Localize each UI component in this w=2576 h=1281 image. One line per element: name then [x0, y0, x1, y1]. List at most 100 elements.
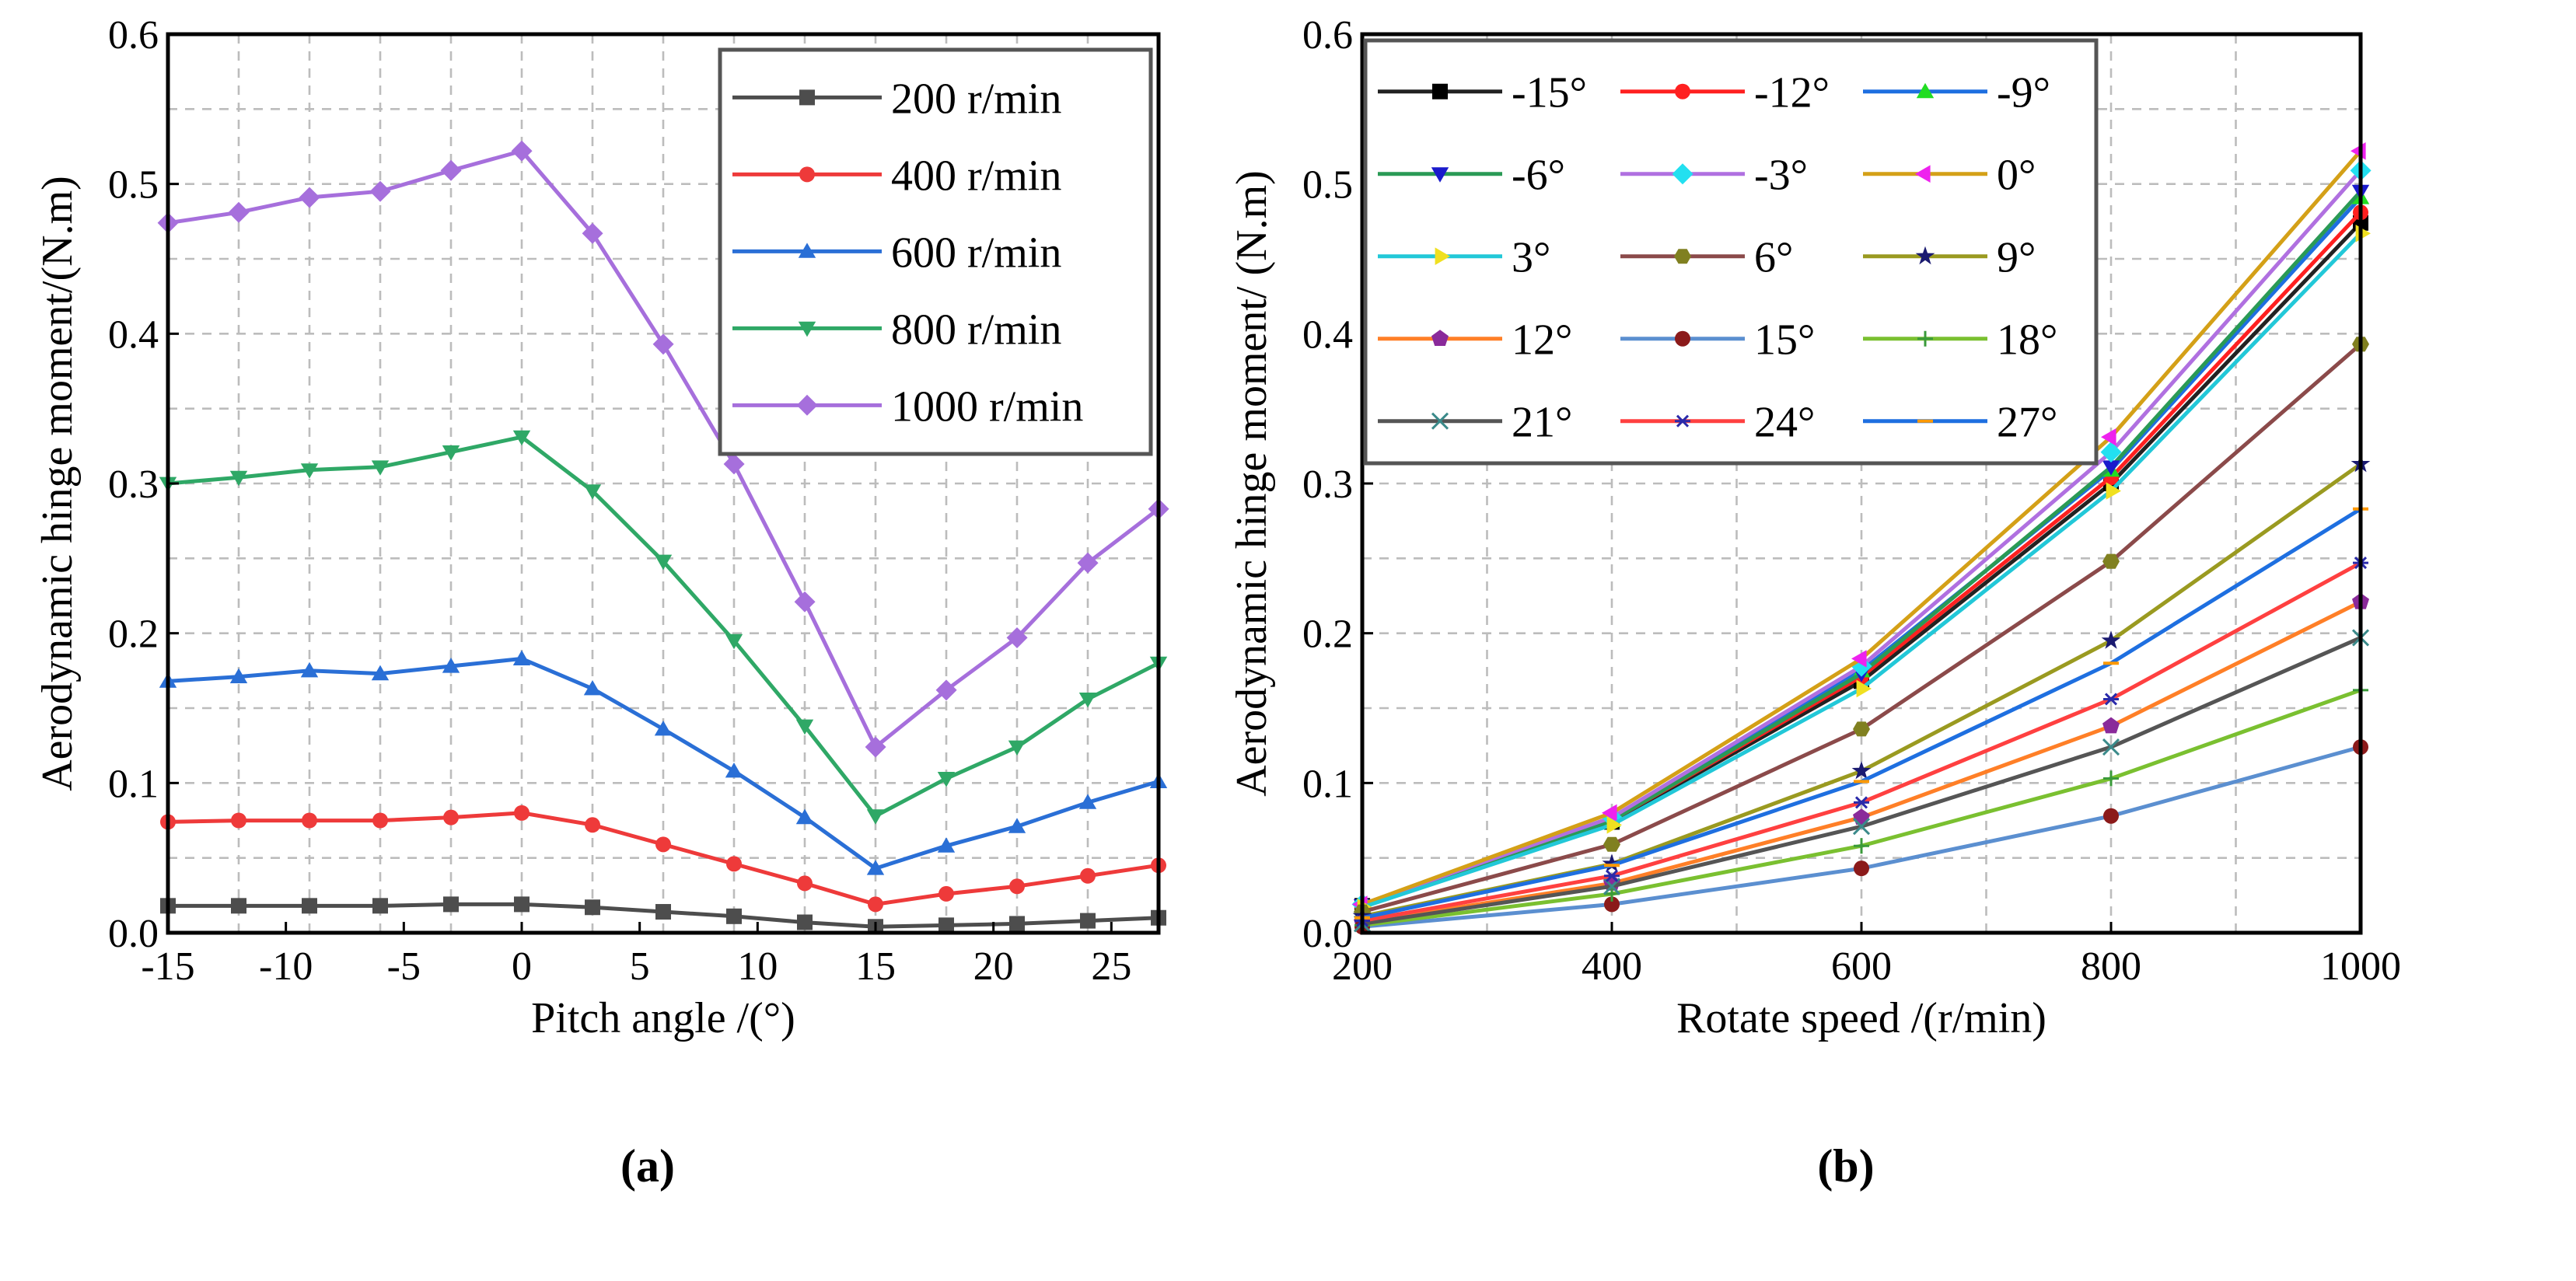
marker-circle — [726, 856, 742, 872]
marker-star — [1915, 246, 1935, 265]
legend: -15° -12° -9° -6° -3° 0° 3° 6° 9° 12° 15° 18° 21° 24°… — [1363, 38, 2099, 466]
legend-item: -6° — [1378, 152, 1565, 200]
marker-triangle-down — [300, 463, 319, 479]
marker-hexagon — [1674, 249, 1691, 264]
marker-circle — [231, 812, 246, 829]
legend-label: 21° — [1512, 399, 1572, 447]
y-tick-label: 0.6 — [108, 13, 159, 58]
y-tick-label: 0.0 — [1302, 912, 1353, 956]
marker-diamond — [1672, 163, 1693, 185]
legend-item: 600 r/min — [732, 229, 1061, 277]
legend-label: 1000 r/min — [891, 382, 1083, 431]
legend-label: 200 r/min — [891, 75, 1061, 123]
marker-diamond — [511, 140, 533, 162]
x-tick-label: 0 — [512, 944, 532, 989]
marker-triangle-down — [654, 554, 673, 571]
marker-square — [443, 896, 459, 913]
legend-item: 200 r/min — [732, 75, 1061, 123]
legend-item: 18° — [1863, 316, 2057, 365]
legend-item: 24° — [1620, 399, 1815, 447]
marker-cross — [1852, 818, 1871, 836]
marker-diamond — [723, 453, 745, 475]
marker-square — [514, 896, 530, 913]
legend-label: 0° — [1997, 152, 2036, 200]
y-tick-label: 0.6 — [1302, 13, 1353, 58]
x-tick-label: 25 — [1091, 944, 1131, 989]
legend-item: 1000 r/min — [732, 382, 1083, 431]
marker-triangle-up — [725, 763, 743, 778]
marker-triangle-up — [1916, 82, 1935, 99]
series-800rmin — [159, 430, 1168, 825]
legend-item: 27° — [1863, 399, 2057, 447]
x-tick-label: 200 — [1332, 944, 1393, 989]
marker-hexagon — [1603, 836, 1620, 852]
y-tick-label: 0.5 — [108, 163, 159, 208]
marker-circle — [1009, 878, 1025, 895]
y-tick-label: 0.3 — [108, 462, 159, 507]
marker-asterisk — [1604, 869, 1620, 882]
marker-asterisk — [2103, 693, 2119, 706]
marker-circle — [1675, 330, 1690, 347]
x-tick-label: 1000 — [2320, 944, 2401, 989]
legend-item: 6° — [1620, 234, 1793, 282]
marker-triangle-up — [442, 658, 460, 673]
marker-triangle-down — [795, 719, 814, 735]
marker-diamond — [865, 736, 886, 758]
marker-diamond — [1077, 552, 1099, 574]
panel-label: (b) — [1817, 1140, 1874, 1192]
legend-box — [1363, 38, 2099, 466]
marker-circle — [302, 812, 317, 829]
marker-square — [797, 914, 813, 930]
legend-label: 24° — [1754, 399, 1815, 447]
marker-square — [1080, 913, 1096, 929]
marker-triangle-up — [795, 808, 814, 825]
x-tick-label: 20 — [973, 944, 1014, 989]
legend-label: -3° — [1754, 152, 1808, 200]
marker-pentagon — [1431, 330, 1449, 346]
marker-circle — [797, 875, 813, 892]
marker-triangle-down — [2102, 460, 2120, 476]
x-tick-label: -15 — [141, 944, 194, 989]
marker-triangle-right — [2106, 482, 2121, 500]
y-tick-label: 0.4 — [108, 312, 159, 357]
legend-label: 600 r/min — [891, 229, 1061, 277]
legend-item: 400 r/min — [732, 152, 1061, 200]
legend-label: -12° — [1754, 69, 1830, 117]
x-axis-label: Rotate speed /(r/min) — [1676, 994, 2046, 1042]
marker-triangle-down — [1431, 167, 1449, 183]
marker-square — [799, 89, 815, 106]
marker-triangle-up — [654, 721, 673, 736]
marker-triangle-up — [937, 837, 956, 853]
marker-cross — [1431, 412, 1449, 430]
legend-label: 3° — [1512, 234, 1550, 282]
y-axis-label: Aerodynamic hinge moment/(N.m) — [33, 176, 82, 791]
y-tick-label: 0.0 — [108, 912, 159, 956]
marker-pentagon — [1853, 808, 1870, 825]
marker-triangle-left — [1851, 650, 1867, 668]
y-tick-label: 0.4 — [1302, 312, 1353, 357]
marker-square — [938, 917, 954, 934]
legend-item: -3° — [1620, 152, 1808, 200]
marker-diamond — [796, 394, 818, 416]
marker-circle — [443, 809, 459, 825]
marker-diamond — [935, 679, 957, 701]
marker-diamond — [228, 201, 250, 223]
marker-circle — [1080, 867, 1096, 884]
marker-plus — [1854, 838, 1869, 854]
marker-triangle-right — [1856, 679, 1872, 698]
legend-label: -6° — [1512, 152, 1565, 200]
x-tick-label: -10 — [259, 944, 313, 989]
marker-circle — [938, 885, 954, 902]
y-tick-label: 0.2 — [108, 613, 159, 657]
marker-square — [1009, 916, 1025, 932]
legend-label: 400 r/min — [891, 152, 1061, 200]
y-tick-label: 0.2 — [1302, 613, 1353, 657]
marker-triangle-up — [1008, 818, 1026, 833]
y-tick-label: 0.3 — [1302, 462, 1353, 507]
marker-triangle-left — [1602, 804, 1617, 822]
marker-triangle-down — [583, 484, 602, 500]
legend: 200 r/min 400 r/min 600 r/min 800 r/min 1000… — [718, 47, 1153, 456]
legend-item: 9° — [1863, 234, 2036, 282]
chart-a: -15 -10 -5 0 5 10 15 20 25 0.0 0.1 0.2 0.3 0.4 0.5 0.6 P… — [33, 13, 1169, 1192]
marker-circle — [1854, 860, 1869, 877]
